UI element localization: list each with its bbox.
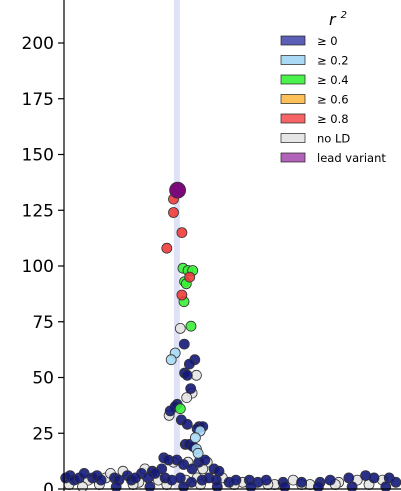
variant-point <box>178 481 189 491</box>
legend-swatch <box>280 133 306 143</box>
legend-swatch <box>280 94 306 104</box>
variant-point <box>296 476 308 488</box>
variant-point <box>230 474 242 486</box>
variant-point <box>78 467 90 479</box>
y-tick-label: 50 <box>32 369 54 389</box>
variant-point <box>181 392 193 404</box>
y-tick-label: 25 <box>32 424 54 444</box>
variant-point <box>164 405 176 417</box>
variant-point <box>190 369 202 381</box>
variant-point <box>110 481 122 491</box>
y-tick-label: 0 <box>43 480 54 491</box>
legend-label: lead variant <box>317 151 386 165</box>
legend-swatch <box>280 35 306 46</box>
variant-point <box>380 481 392 491</box>
variant-point <box>184 271 196 283</box>
variant-point <box>161 242 173 254</box>
variant-point <box>95 474 107 486</box>
variant-point <box>178 338 190 350</box>
variant-point <box>129 472 141 484</box>
variant-point <box>245 481 257 491</box>
variant-point <box>368 472 380 484</box>
legend-title-superscript: 2 <box>341 10 347 21</box>
legend-swatch <box>280 74 306 85</box>
variant-point <box>186 463 198 475</box>
variant-point <box>174 322 186 334</box>
variant-point <box>213 465 225 477</box>
y-tick-label: 200 <box>22 34 54 54</box>
variant-point <box>279 481 291 491</box>
variant-point <box>313 481 324 491</box>
legend-label: ≥ 0.2 <box>317 54 349 68</box>
legend-title: r 2 <box>329 10 347 29</box>
legend-swatch <box>280 152 306 163</box>
lead-variant-highlight-band <box>173 0 180 489</box>
variant-point <box>211 481 223 491</box>
variant-point <box>168 207 179 218</box>
y-tick-label: 150 <box>22 146 54 166</box>
variant-point <box>176 289 188 301</box>
variant-point <box>185 320 197 332</box>
points-layer <box>60 181 401 491</box>
variant-point <box>192 447 204 459</box>
legend-label: ≥ 0.8 <box>317 112 349 126</box>
y-tick-label: 175 <box>22 90 54 110</box>
variant-point <box>144 481 156 491</box>
legend-label: ≥ 0.4 <box>317 73 349 87</box>
highlight-band-rect <box>173 0 180 489</box>
variant-point <box>343 472 355 484</box>
legend-label: ≥ 0.6 <box>317 93 349 107</box>
legend-label: ≥ 0 <box>317 34 338 48</box>
legend-swatch <box>280 113 306 124</box>
legend-label: no LD <box>317 132 350 146</box>
variant-point <box>346 481 358 491</box>
legend-title-text: r <box>329 10 337 29</box>
variant-point <box>174 403 186 415</box>
variant-point <box>185 383 197 395</box>
variant-point <box>199 454 211 466</box>
lead-variant-point <box>169 181 187 199</box>
y-tick-label: 75 <box>32 313 54 333</box>
variant-point <box>183 358 195 370</box>
y-axis: 0 25 50 75 100 125 150 175 200 <box>22 0 401 491</box>
variant-point <box>189 432 201 444</box>
variant-point <box>165 354 177 366</box>
variant-point <box>142 472 154 484</box>
variant-point <box>178 459 190 470</box>
variant-point <box>176 227 188 239</box>
variant-point <box>181 369 193 381</box>
legend-swatch <box>280 55 306 65</box>
variant-point <box>324 474 336 486</box>
variant-point <box>390 476 401 488</box>
y-tick-label: 100 <box>22 257 54 277</box>
variant-point <box>260 474 272 486</box>
y-tick-label: 125 <box>22 201 54 221</box>
legend: r 2 ≥ 0 ≥ 0.2 ≥ 0.4 ≥ 0.6 ≥ 0.8 no LD lead var… <box>274 4 398 168</box>
variant-point <box>174 472 186 484</box>
variant-point <box>181 418 193 430</box>
